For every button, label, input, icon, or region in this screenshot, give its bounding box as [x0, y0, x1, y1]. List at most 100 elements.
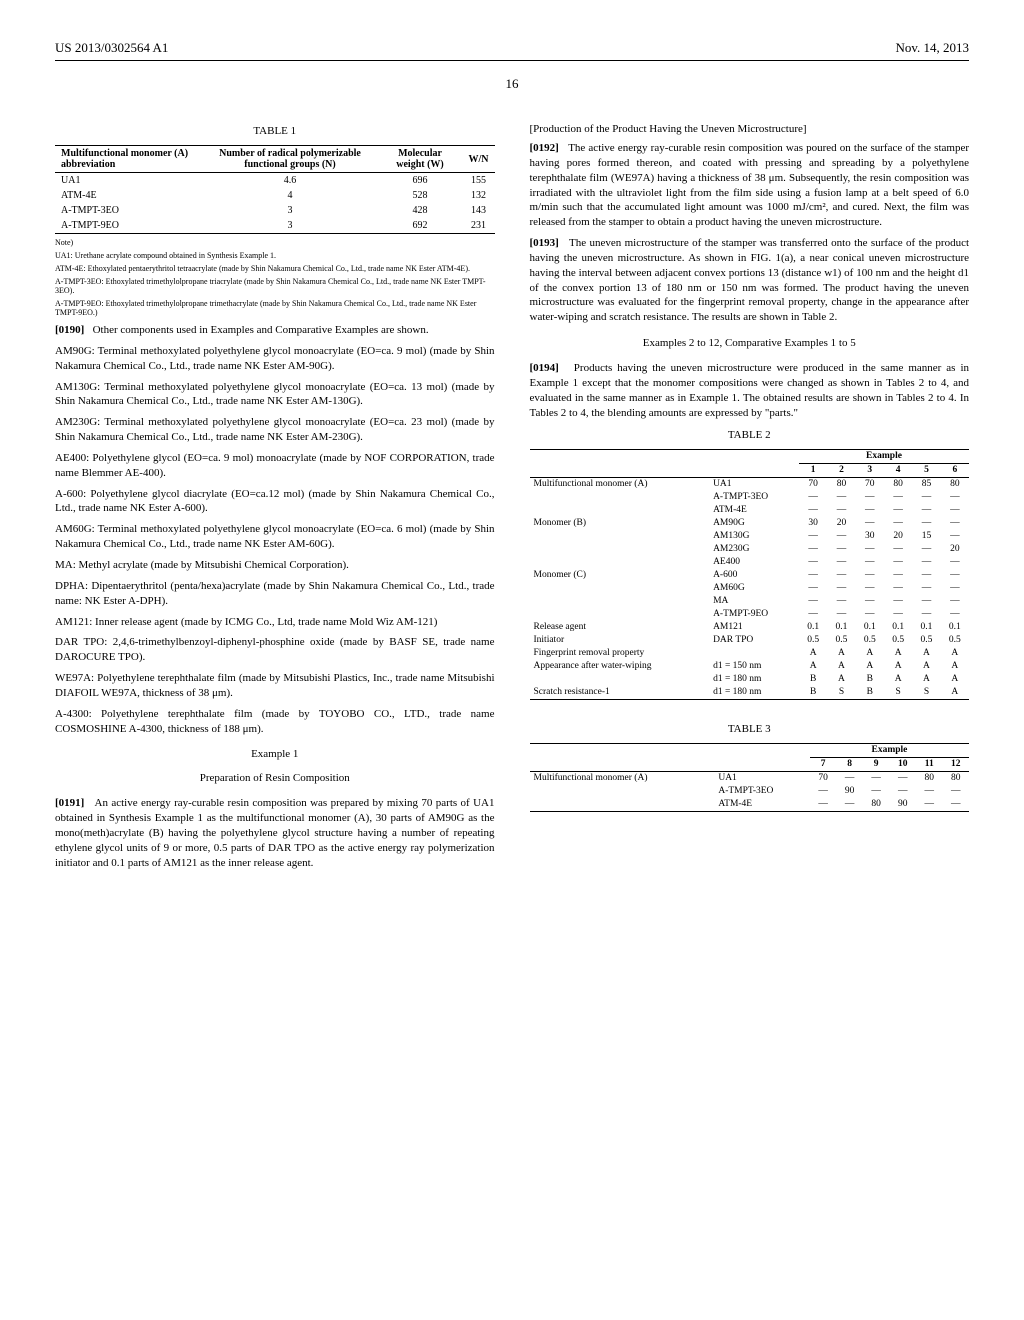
table2-cell: —	[884, 517, 912, 530]
table2-cell: A	[799, 660, 827, 673]
table3: Example 789101112 Multifunctional monome…	[530, 743, 970, 812]
definition: WE97A: Polyethylene terephthalate film (…	[55, 671, 495, 701]
table2-cell: —	[912, 556, 940, 569]
table2-cell: —	[856, 582, 884, 595]
table1-footnote: A-TMPT-3EO: Ethoxylated trimethylolpropa…	[55, 277, 495, 295]
table2-row-sublabel: d1 = 180 nm	[709, 686, 799, 700]
table2-row-sublabel	[709, 647, 799, 660]
table2-col-header: 1	[799, 463, 827, 477]
table2-cell: A	[884, 660, 912, 673]
table2-cell: —	[884, 608, 912, 621]
patent-number: US 2013/0302564 A1	[55, 40, 168, 56]
example1-title: Example 1	[55, 748, 495, 760]
paragraph-0193: [0193] The uneven microstructure of the …	[530, 236, 970, 325]
table2-row-label	[530, 504, 710, 517]
table2-cell: A	[912, 660, 940, 673]
table1-cell: 4.6	[202, 173, 377, 189]
table2-cell: A	[856, 647, 884, 660]
table3-cell: —	[942, 798, 969, 812]
table2-cell: —	[884, 582, 912, 595]
table2-cell: —	[827, 556, 855, 569]
definition: A-4300: Polyethylene terephthalate film …	[55, 707, 495, 737]
table2-cell: —	[941, 517, 969, 530]
table2-row-label: Monomer (C)	[530, 569, 710, 582]
table1-cell: 155	[462, 173, 494, 189]
table3-col-header: 9	[863, 757, 890, 771]
table3-cell: 80	[942, 771, 969, 785]
table1-footnote: A-TMPT-9EO: Ethoxylated trimethylolpropa…	[55, 299, 495, 317]
table2-cell: B	[799, 686, 827, 700]
definition: DPHA: Dipentaerythritol (penta/hexa)acry…	[55, 579, 495, 609]
table2-cell: —	[856, 556, 884, 569]
table2-cell: 85	[912, 477, 940, 491]
table2-cell: —	[856, 491, 884, 504]
para-num: [0192]	[530, 142, 559, 154]
table2-cell: A	[941, 673, 969, 686]
table2-cell: —	[827, 569, 855, 582]
table1-cell: A-TMPT-9EO	[55, 218, 202, 234]
table2-row-sublabel: A-600	[709, 569, 799, 582]
table3-title: TABLE 3	[530, 723, 970, 735]
right-column: [Production of the Product Having the Un…	[530, 117, 970, 877]
table2-row-sublabel: AM230G	[709, 543, 799, 556]
paragraph-0191: [0191] An active energy ray-curable resi…	[55, 796, 495, 870]
table2-cell: 0.5	[856, 634, 884, 647]
table2-cell: 80	[941, 477, 969, 491]
table2-cell: S	[912, 686, 940, 700]
para-text: An active energy ray-curable resin compo…	[55, 797, 495, 868]
table2-cell: —	[799, 569, 827, 582]
table1-cell: 132	[462, 188, 494, 203]
table2-col-header: 2	[827, 463, 855, 477]
left-column: TABLE 1 Multifunctional monomer (A) abbr…	[55, 117, 495, 877]
table2-cell: A	[827, 673, 855, 686]
table3-col-header: 12	[942, 757, 969, 771]
table3-cell: —	[889, 771, 916, 785]
table2-cell: 0.1	[884, 621, 912, 634]
table2-cell: B	[856, 686, 884, 700]
table2-cell: A	[941, 660, 969, 673]
table3-cell: —	[810, 785, 837, 798]
table2-cell: 0.1	[856, 621, 884, 634]
table2-cell: —	[884, 504, 912, 517]
table2-cell: —	[941, 608, 969, 621]
para-text: The active energy ray-curable resin comp…	[530, 142, 970, 228]
table3-cell: —	[916, 798, 943, 812]
table2-cell: A	[856, 660, 884, 673]
table2-cell: —	[827, 504, 855, 517]
table2-row-label: Scratch resistance-1	[530, 686, 710, 700]
table2-row-label	[530, 582, 710, 595]
para-num: [0190]	[55, 324, 84, 336]
table1-cell: 231	[462, 218, 494, 234]
table2-cell: 80	[884, 477, 912, 491]
table2-cell: 20	[827, 517, 855, 530]
definition: AM90G: Terminal methoxylated polyethylen…	[55, 344, 495, 374]
para-num: [0194]	[530, 362, 559, 374]
table3-cell: —	[863, 771, 890, 785]
table1-cell: 528	[378, 188, 463, 203]
table2-row-label: Multifunctional monomer (A)	[530, 477, 710, 491]
table2-cell: 0.5	[827, 634, 855, 647]
table3-cell: —	[942, 785, 969, 798]
table2-cell: B	[856, 673, 884, 686]
table2-col-header: 6	[941, 463, 969, 477]
table2-cell: 30	[799, 517, 827, 530]
table2-cell: —	[912, 582, 940, 595]
table2-cell: —	[856, 595, 884, 608]
table3-row-label	[530, 798, 715, 812]
table2-cell: —	[884, 491, 912, 504]
table3-cell: —	[810, 798, 837, 812]
table2-cell: 0.1	[941, 621, 969, 634]
table1-cell: 4	[202, 188, 377, 203]
table2-row-label	[530, 673, 710, 686]
table2-cell: A	[941, 647, 969, 660]
table2-cell: —	[884, 569, 912, 582]
table2-cell: 0.5	[799, 634, 827, 647]
table3-col-header: 8	[836, 757, 863, 771]
definition: A-600: Polyethylene glycol diacrylate (E…	[55, 487, 495, 517]
table2-cell: 70	[799, 477, 827, 491]
para-text: Other components used in Examples and Co…	[93, 324, 429, 336]
production-heading: [Production of the Product Having the Un…	[530, 123, 970, 135]
table2-cell: S	[884, 686, 912, 700]
table2-row-label	[530, 595, 710, 608]
table2-cell: A	[912, 673, 940, 686]
